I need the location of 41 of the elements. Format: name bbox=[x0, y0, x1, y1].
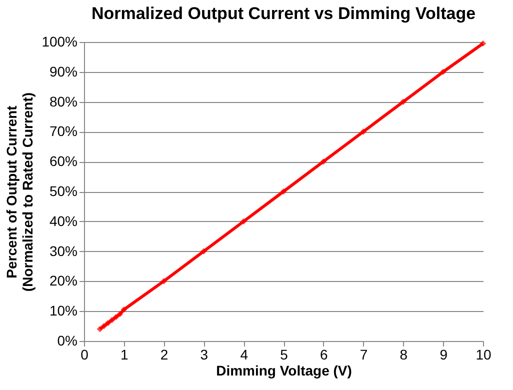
y-tick-label: 0% bbox=[57, 332, 78, 348]
x-tick-label: 4 bbox=[240, 346, 248, 362]
point bbox=[240, 218, 247, 225]
x-tick-label: 2 bbox=[160, 346, 168, 362]
y-tick-label: 10% bbox=[49, 302, 78, 319]
x-tick-label: 10 bbox=[476, 346, 492, 362]
x-tick-label: 1 bbox=[120, 346, 128, 362]
point bbox=[96, 326, 104, 332]
y-tick-label: 50% bbox=[49, 183, 78, 199]
x-tick-label: 6 bbox=[320, 346, 328, 362]
point bbox=[112, 314, 120, 320]
y-tick-label: 30% bbox=[49, 242, 78, 259]
x-tick-label: 0 bbox=[80, 346, 89, 362]
point bbox=[320, 158, 327, 165]
x-tick-label: 8 bbox=[400, 346, 408, 362]
y-axis-title: Percent of Output Current (Normalized to Rated Current) bbox=[4, 92, 36, 292]
y-tick-label: 80% bbox=[49, 93, 78, 110]
point bbox=[120, 306, 128, 313]
point bbox=[200, 248, 207, 254]
point bbox=[400, 98, 406, 105]
x-tick-label: 9 bbox=[440, 346, 448, 362]
y-tick-label: 100% bbox=[42, 34, 78, 50]
y-tick-label: 60% bbox=[49, 153, 78, 170]
x-tick-label: 3 bbox=[200, 346, 208, 362]
y-tick-label: 90% bbox=[49, 63, 78, 80]
chart-title: Normalized Output Current vs Dimming Voltage bbox=[91, 4, 476, 23]
x-tick-label: 7 bbox=[360, 346, 368, 362]
point bbox=[160, 278, 167, 284]
y-tick-label: 40% bbox=[49, 212, 78, 229]
y-tick-label: 70% bbox=[49, 123, 78, 140]
point bbox=[100, 322, 108, 330]
point bbox=[108, 316, 116, 324]
point bbox=[480, 40, 486, 47]
x-axis-title: Dimming Voltage (V) bbox=[216, 362, 352, 378]
point bbox=[440, 68, 446, 76]
y-tick-label: 20% bbox=[49, 272, 78, 289]
x-tick-label: 5 bbox=[280, 346, 288, 362]
point bbox=[116, 310, 124, 318]
point bbox=[104, 320, 112, 326]
point bbox=[280, 188, 287, 195]
point bbox=[360, 128, 366, 135]
